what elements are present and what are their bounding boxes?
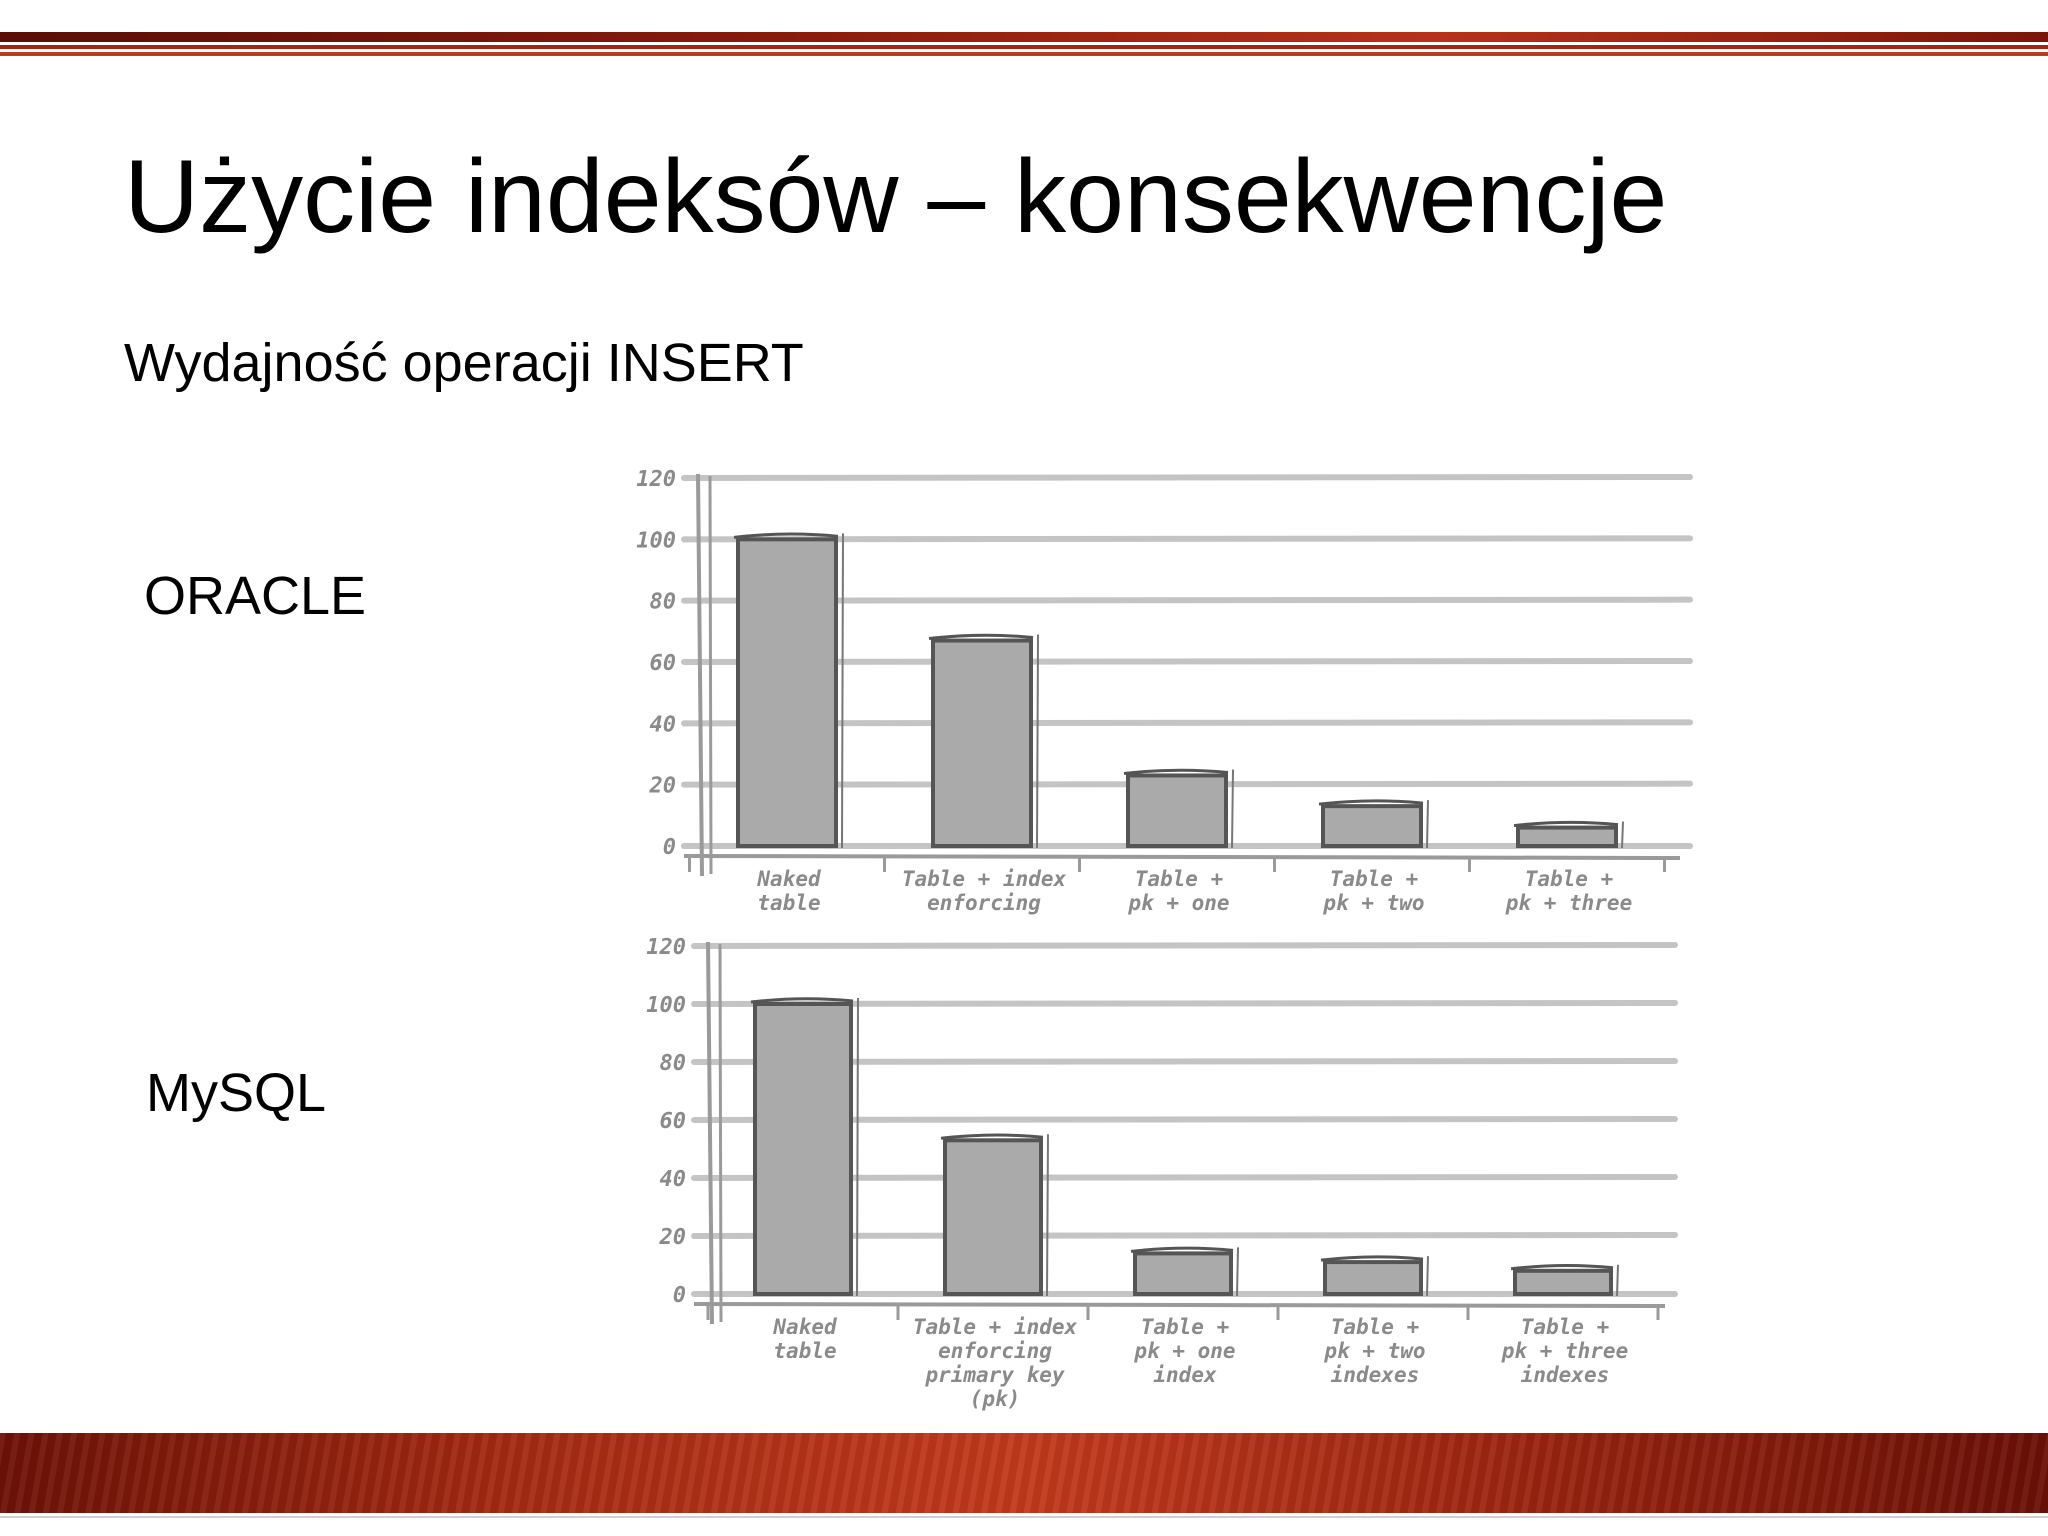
bottom-divider (0, 1516, 2048, 1518)
x-category-label: Table + pk + two indexes (1323, 1315, 1425, 1387)
y-axis (696, 473, 704, 877)
bar (1126, 773, 1228, 849)
bar-cap (733, 532, 839, 539)
bar-edge (1231, 769, 1234, 849)
bar-edge (1046, 1134, 1049, 1297)
gridline (681, 596, 1693, 604)
bar-edge (841, 533, 844, 849)
x-category-label: Table + pk + one (1127, 867, 1229, 915)
oracle-bar-chart: 0 20 40 60 80 100 120 Naked table Table + index en… (636, 467, 1693, 915)
top-band-stripe (0, 52, 2048, 56)
y-axis (718, 943, 723, 1323)
bar-cap (1320, 1255, 1424, 1262)
bar-cap (928, 633, 1034, 641)
slide-title: Użycie indeksów – konsekwencje (124, 139, 1668, 255)
bar (1323, 1260, 1423, 1297)
y-axis (708, 475, 713, 875)
y-tick-label: 40 (650, 712, 677, 737)
x-axis (693, 1302, 1666, 1308)
bar (1516, 825, 1618, 849)
bottom-decorative-band (0, 1433, 2048, 1513)
y-tick-label: 120 (646, 935, 686, 960)
bar-cap (1318, 799, 1424, 806)
y-tick-label: 40 (660, 1167, 687, 1192)
x-category-label: Naked table (772, 1315, 838, 1363)
bar (1321, 804, 1423, 848)
y-tick-label: 20 (649, 774, 677, 799)
y-tick-label: 100 (646, 993, 686, 1018)
y-tick-label: 100 (636, 528, 676, 553)
bar-cap (1510, 1264, 1614, 1271)
y-tick-label: 0 (673, 1283, 686, 1308)
bar-edge (1616, 1264, 1619, 1297)
gridline (681, 719, 1693, 727)
bar (1133, 1251, 1233, 1296)
bar-edge (1426, 800, 1429, 849)
mysql-label: MySQL (146, 1063, 327, 1123)
bar (753, 1002, 853, 1296)
oracle-label: ORACLE (144, 566, 367, 626)
bar-cap (1513, 820, 1619, 828)
y-axis (706, 941, 714, 1325)
x-category-label: Table + pk + three indexes (1501, 1315, 1628, 1387)
bar-edge (1036, 634, 1039, 849)
gridline (681, 535, 1693, 543)
y-tick-label: 20 (659, 1225, 687, 1250)
slide-subtitle: Wydajność operacji INSERT (124, 333, 804, 393)
x-category-label: Naked table (756, 867, 822, 915)
y-tick-label: 60 (660, 1109, 687, 1134)
bar (943, 1138, 1043, 1296)
x-category-label: Table + index enforcing (902, 867, 1067, 915)
bar (1513, 1268, 1613, 1296)
bar-cap (1123, 768, 1229, 775)
bar-cap (1130, 1246, 1234, 1253)
bar-edge (856, 997, 859, 1297)
top-band-stripe (0, 32, 2048, 42)
y-tick-label: 120 (636, 467, 676, 492)
bar-edge (1426, 1256, 1429, 1297)
y-tick-label: 60 (650, 651, 677, 676)
x-category-label: Table + index enforcing primary key (pk) (913, 1315, 1078, 1411)
bar-edge (1236, 1247, 1239, 1297)
top-decorative-band (0, 32, 2048, 58)
x-category-label: Table + pk + one index (1133, 1315, 1235, 1387)
y-tick-label: 80 (660, 1051, 687, 1076)
x-axis (683, 854, 1681, 860)
x-category-label: Table + pk + three (1505, 867, 1632, 915)
x-category-label: Table + pk + two (1322, 867, 1424, 915)
mysql-bar-chart: 0 20 40 60 80 100 120 Naked table Table + index en… (646, 935, 1678, 1411)
bar (931, 638, 1033, 848)
bar-edge (1621, 821, 1624, 849)
y-tick-label: 0 (663, 835, 676, 860)
y-tick-label: 80 (650, 590, 677, 615)
top-band-stripe (0, 45, 2048, 49)
gridline (681, 474, 1693, 481)
gridline (691, 942, 1678, 949)
gridline (681, 658, 1693, 665)
bar (736, 537, 838, 848)
bar-cap (940, 1133, 1044, 1140)
bar-cap (750, 997, 854, 1004)
